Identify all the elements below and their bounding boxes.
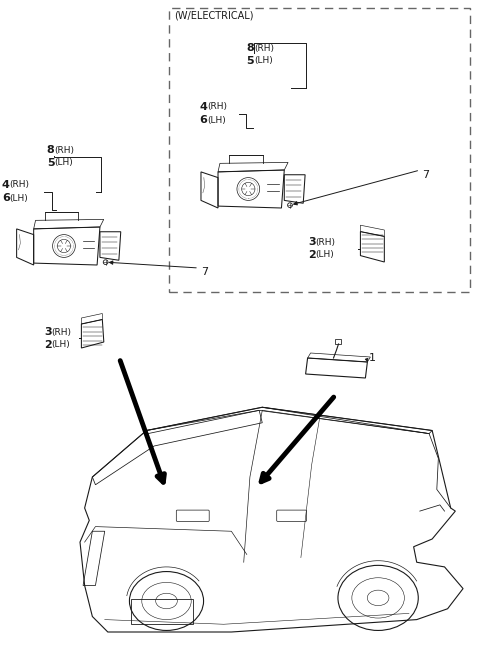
- Text: (RH): (RH): [315, 237, 336, 247]
- Text: 5: 5: [246, 56, 254, 66]
- Text: 2: 2: [308, 250, 315, 260]
- Text: (W/ELECTRICAL): (W/ELECTRICAL): [174, 10, 253, 20]
- Text: (RH): (RH): [207, 102, 227, 111]
- Text: (LH): (LH): [10, 193, 28, 203]
- Text: 7: 7: [422, 170, 429, 180]
- Text: (RH): (RH): [10, 181, 30, 190]
- Text: 8: 8: [246, 43, 254, 53]
- Text: (LH): (LH): [55, 159, 73, 168]
- Text: 8: 8: [47, 145, 55, 155]
- Text: 6: 6: [199, 115, 207, 125]
- Text: 2: 2: [44, 340, 51, 350]
- Text: 5: 5: [47, 158, 55, 168]
- Text: 6: 6: [2, 193, 10, 203]
- Text: 4: 4: [199, 102, 207, 112]
- Text: (LH): (LH): [315, 250, 335, 259]
- Text: 3: 3: [44, 327, 51, 337]
- Text: (LH): (LH): [207, 116, 226, 124]
- Bar: [131, 600, 193, 624]
- Text: (LH): (LH): [51, 340, 70, 349]
- Text: (RH): (RH): [55, 146, 74, 155]
- Text: (RH): (RH): [51, 327, 72, 336]
- Bar: [169, 8, 470, 292]
- Text: (RH): (RH): [254, 43, 274, 52]
- Text: 3: 3: [308, 237, 315, 247]
- Text: 7: 7: [201, 267, 208, 277]
- Text: 4: 4: [2, 180, 10, 190]
- Text: 1: 1: [368, 353, 375, 363]
- Text: (LH): (LH): [254, 56, 273, 65]
